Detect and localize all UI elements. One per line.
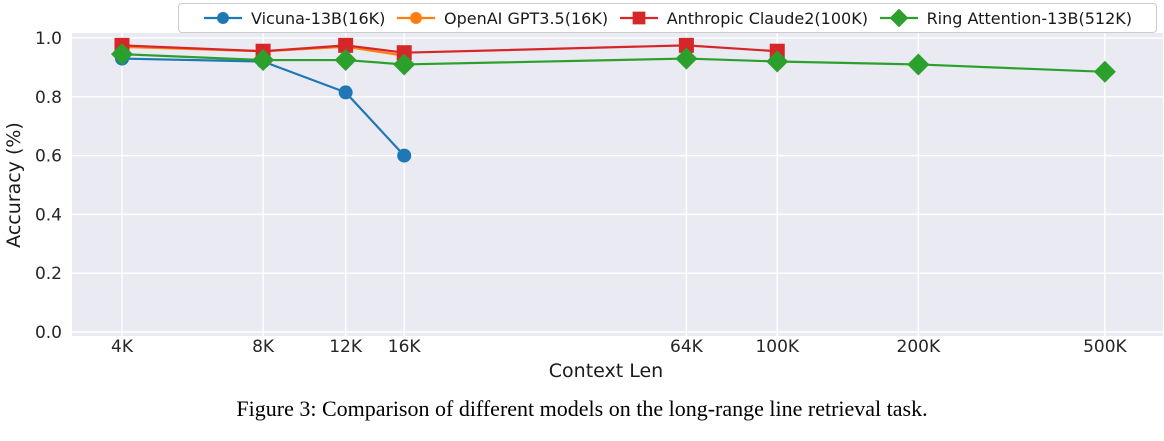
data-point-3 — [334, 49, 357, 72]
legend-item-1: OpenAI GPT3.5(16K) — [396, 9, 608, 28]
data-point-3 — [766, 50, 789, 73]
x-tick-label: 64K — [670, 337, 704, 357]
plot-area — [72, 33, 1163, 336]
diamond-marker-icon — [889, 9, 908, 27]
x-tick-label: 4K — [111, 337, 134, 357]
x-tick-label: 200K — [897, 337, 941, 357]
data-point-3 — [111, 43, 133, 66]
diamond-marker-icon — [879, 9, 918, 27]
y-tick-label: 0.8 — [35, 88, 62, 108]
data-point-3 — [393, 53, 416, 76]
y-tick-label: 1.0 — [35, 29, 62, 49]
y-axis-label: Accuracy (%) — [3, 122, 25, 248]
data-point-2 — [338, 37, 354, 53]
legend-label: Anthropic Claude2(100K) — [666, 8, 868, 28]
series-line-3 — [121, 53, 1105, 73]
circle-marker-icon — [410, 12, 422, 24]
legend-item-0: Vicuna-13B(16K) — [203, 9, 385, 28]
circle-marker-icon — [396, 12, 435, 24]
y-tick-label: 0.2 — [35, 264, 62, 284]
y-tick-label: 0.6 — [35, 147, 62, 167]
circle-marker-icon — [217, 12, 229, 24]
x-tick-label: 8K — [252, 337, 275, 357]
y-tick-label: 0.4 — [35, 205, 62, 225]
legend-item-3: Ring Attention-13B(512K) — [879, 9, 1132, 28]
y-tick-label: 0.0 — [35, 323, 62, 343]
legend-label: OpenAI GPT3.5(16K) — [443, 8, 609, 28]
figure-caption: Figure 3: Comparison of different models… — [236, 396, 928, 421]
legend-item-2: Anthropic Claude2(100K) — [619, 9, 868, 28]
data-point-0 — [397, 148, 412, 163]
data-point-0 — [338, 85, 353, 100]
legend-label: Ring Attention-13B(512K) — [926, 8, 1132, 28]
data-point-3 — [675, 47, 698, 70]
square-marker-icon — [632, 11, 646, 25]
line-chart: 0.0 0.2 0.4 0.6 0.8 1.0 4K 8K 12K 16K 64K 100K 200K 5… — [3, 29, 1163, 382]
x-axis-label: Context Len — [549, 360, 663, 382]
x-tick-label: 12K — [329, 337, 363, 357]
series-line-0 — [121, 57, 406, 157]
data-point-2 — [396, 45, 412, 61]
data-point-3 — [1093, 60, 1116, 83]
square-marker-icon — [619, 11, 658, 25]
x-tick-label: 500K — [1083, 337, 1127, 357]
x-tick-label: 100K — [755, 337, 799, 357]
data-point-3 — [907, 53, 930, 76]
data-point-3 — [252, 49, 275, 72]
legend-label: Vicuna-13B(16K) — [251, 8, 386, 28]
data-point-2 — [678, 37, 694, 53]
x-tick-label: 16K — [388, 337, 422, 357]
legend: Vicuna-13B(16K) OpenAI GPT3.5(16K) Anthrop… — [178, 3, 1157, 33]
circle-marker-icon — [204, 12, 242, 24]
series-line-2 — [121, 44, 778, 54]
